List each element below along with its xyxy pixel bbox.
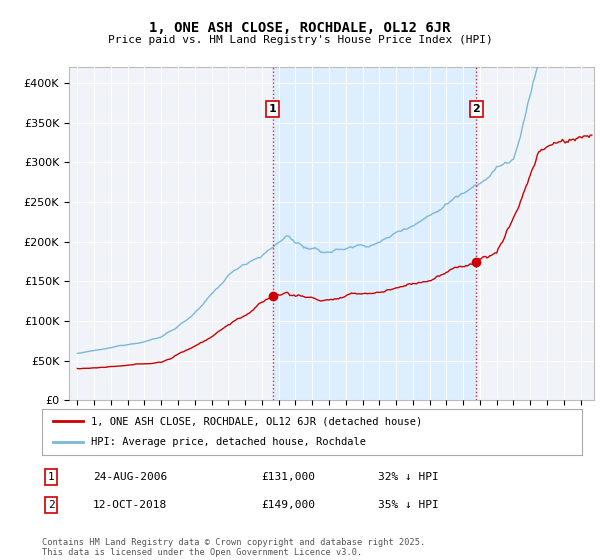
Text: 2: 2	[47, 500, 55, 510]
Text: £131,000: £131,000	[261, 472, 315, 482]
Text: 1, ONE ASH CLOSE, ROCHDALE, OL12 6JR: 1, ONE ASH CLOSE, ROCHDALE, OL12 6JR	[149, 21, 451, 35]
Text: 24-AUG-2006: 24-AUG-2006	[93, 472, 167, 482]
Text: £149,000: £149,000	[261, 500, 315, 510]
Text: 1: 1	[269, 104, 277, 114]
Text: Contains HM Land Registry data © Crown copyright and database right 2025.
This d: Contains HM Land Registry data © Crown c…	[42, 538, 425, 557]
Text: 35% ↓ HPI: 35% ↓ HPI	[378, 500, 439, 510]
Text: 1, ONE ASH CLOSE, ROCHDALE, OL12 6JR (detached house): 1, ONE ASH CLOSE, ROCHDALE, OL12 6JR (de…	[91, 416, 422, 426]
Text: 2: 2	[472, 104, 480, 114]
Text: HPI: Average price, detached house, Rochdale: HPI: Average price, detached house, Roch…	[91, 437, 365, 447]
Text: Price paid vs. HM Land Registry's House Price Index (HPI): Price paid vs. HM Land Registry's House …	[107, 35, 493, 45]
Text: 1: 1	[47, 472, 55, 482]
Text: 32% ↓ HPI: 32% ↓ HPI	[378, 472, 439, 482]
Bar	[273, 67, 476, 400]
Text: 12-OCT-2018: 12-OCT-2018	[93, 500, 167, 510]
